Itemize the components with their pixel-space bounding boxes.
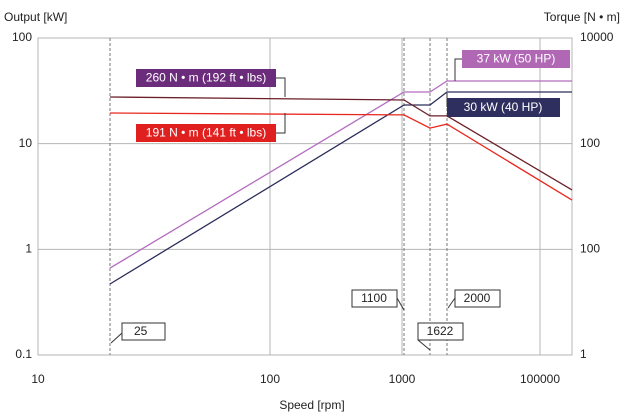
y-tick-label: 10 bbox=[19, 136, 33, 150]
x-axis-label: Speed [rpm] bbox=[279, 398, 344, 412]
y-tick-label: 100 bbox=[12, 30, 32, 44]
x-tick-label: 10 bbox=[31, 372, 45, 386]
leader bbox=[417, 339, 431, 351]
series-label: 191 N • m (141 ft • lbs) bbox=[146, 126, 266, 140]
vline-label: 25 bbox=[134, 324, 148, 338]
leader bbox=[454, 58, 462, 81]
y-axis-label: Output [kW] bbox=[4, 10, 67, 24]
leader bbox=[110, 332, 123, 344]
label-box bbox=[136, 69, 276, 87]
leader bbox=[276, 77, 286, 97]
label-box bbox=[351, 289, 398, 308]
series-label: 260 N • m (192 ft • lbs) bbox=[146, 71, 266, 85]
series-line bbox=[109, 96, 573, 191]
y2-tick-label: 10000 bbox=[580, 30, 614, 44]
annotations: 260 N • m (192 ft • lbs) 191 N • m (141 … bbox=[110, 50, 570, 351]
label-box bbox=[136, 124, 276, 142]
label-box bbox=[417, 322, 464, 341]
x-tick-label: 100 bbox=[260, 372, 280, 386]
x-tick-label: 100000 bbox=[520, 372, 560, 386]
series-label: 37 kW (50 HP) bbox=[477, 52, 556, 66]
y2-tick-label: 1 bbox=[580, 347, 587, 361]
label-box bbox=[462, 50, 570, 68]
label-box bbox=[454, 289, 501, 308]
y-tick-label: 1 bbox=[25, 242, 32, 256]
series-line bbox=[109, 91, 572, 285]
series-line bbox=[109, 80, 572, 269]
y-tick-label: 0.1 bbox=[15, 347, 32, 361]
vline-label: 1100 bbox=[361, 291, 387, 305]
series-line bbox=[109, 112, 573, 201]
y2-axis-label: Torque [N • m] bbox=[544, 10, 620, 24]
series-label: 30 kW (40 HP) bbox=[464, 100, 543, 114]
x-tick-label: 1000 bbox=[389, 372, 416, 386]
leader bbox=[276, 113, 286, 134]
y2-tick-label: 100 bbox=[580, 242, 600, 256]
leader bbox=[396, 297, 405, 311]
label-box bbox=[121, 322, 166, 341]
label-box bbox=[447, 98, 560, 117]
y2-tick-label: 100 bbox=[580, 136, 600, 150]
leader bbox=[447, 297, 456, 309]
vline-label: 2000 bbox=[464, 291, 491, 305]
vline-label: 1622 bbox=[427, 324, 454, 338]
